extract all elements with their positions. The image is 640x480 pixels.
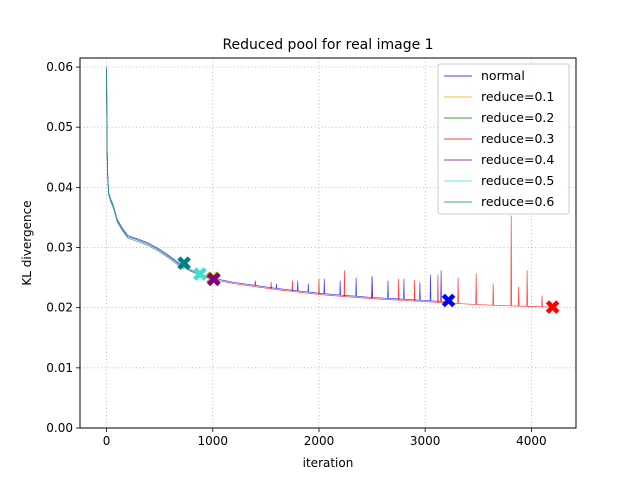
end-marker-reduce-0-3: [545, 300, 560, 314]
y-tick-label: 0.00: [46, 421, 73, 435]
legend-label: reduce=0.5: [481, 173, 554, 188]
axis-ticks: 0 1000 2000 3000 4000 0.00 0.01 0.02 0.03 0.04 0.0…: [46, 60, 546, 448]
legend: normal reduce=0.1 reduce=0.2 reduce=0.3 redu…: [437, 63, 570, 215]
series-line-normal: [106, 67, 449, 303]
chart-title: Reduced pool for real image 1: [222, 37, 433, 53]
legend-label: reduce=0.1: [481, 89, 554, 104]
end-marker-reduce-0-4: [207, 272, 221, 287]
x-tick-label: 0: [103, 434, 111, 448]
y-tick-label: 0.02: [46, 301, 73, 315]
y-tick-label: 0.01: [46, 361, 73, 375]
end-marker-normal: [441, 293, 456, 308]
end-marker-reduce-0-6: [177, 256, 191, 270]
x-tick-label: 2000: [304, 434, 335, 448]
plot-frame: [79, 57, 577, 429]
x-tick-label: 1000: [197, 434, 228, 448]
x-tick-label: 4000: [516, 434, 547, 448]
legend-label: reduce=0.3: [481, 131, 554, 146]
y-tick-label: 0.03: [46, 241, 73, 255]
x-tick-label: 3000: [410, 434, 441, 448]
end-marker-reduce-0-5: [193, 267, 207, 281]
y-tick-label: 0.06: [46, 60, 73, 74]
legend-label: normal: [481, 68, 525, 83]
legend-label: reduce=0.4: [481, 152, 554, 167]
legend-label: reduce=0.6: [481, 194, 554, 209]
series-line-reduce-0-6: [106, 69, 185, 270]
y-tick-label: 0.04: [46, 180, 73, 194]
y-tick-label: 0.05: [46, 120, 73, 134]
y-axis-label: KL divergence: [20, 200, 34, 285]
legend-label: reduce=0.2: [481, 110, 554, 125]
series-line-reduce-0-5: [106, 68, 201, 276]
x-axis-label: iteration: [303, 456, 354, 470]
legend-box: [437, 63, 570, 215]
end-markers: [177, 256, 560, 314]
